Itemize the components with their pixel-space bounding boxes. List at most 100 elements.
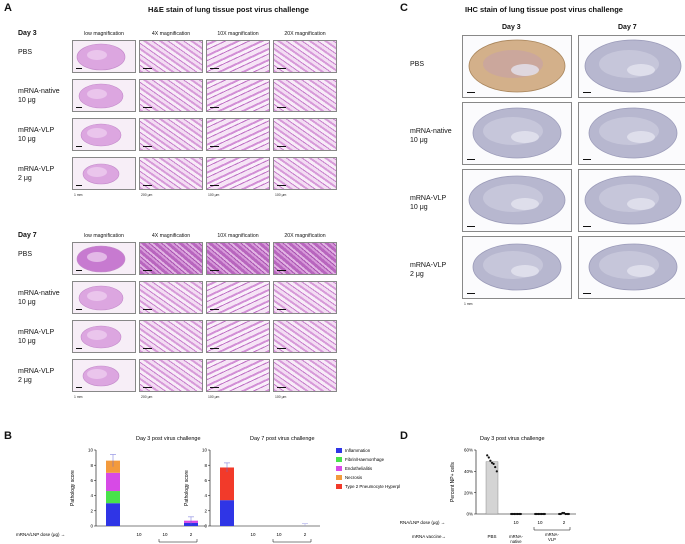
scale-bar bbox=[76, 107, 82, 108]
bar-segment bbox=[220, 500, 234, 526]
column-header-2: 10X magnification bbox=[217, 233, 259, 239]
ihc-lung-section bbox=[584, 39, 682, 93]
scale-bar bbox=[277, 185, 286, 186]
column-header-1: 4X magnification bbox=[151, 233, 191, 239]
data-point bbox=[487, 456, 490, 459]
lung-section-shape bbox=[80, 325, 122, 349]
y-tick-label: 40% bbox=[464, 469, 473, 474]
ihc-image-tile bbox=[578, 236, 685, 299]
data-point bbox=[518, 512, 521, 516]
data-point bbox=[535, 512, 538, 516]
day-label-1: Day 7 bbox=[18, 232, 37, 239]
scale-bar bbox=[210, 387, 219, 388]
scale-label: 200 μm bbox=[141, 395, 153, 399]
y-tick-label: 6 bbox=[204, 478, 207, 483]
scale-bar bbox=[210, 107, 219, 108]
he-image-tile bbox=[273, 157, 337, 190]
scale-label: 100 μm bbox=[275, 193, 287, 197]
ihc-image-tile bbox=[578, 169, 685, 232]
row-label-1: mRNA-native 10 μg bbox=[18, 88, 60, 104]
he-image-tile bbox=[273, 118, 337, 151]
dose-value: 10 bbox=[136, 532, 142, 537]
scale-bar bbox=[76, 146, 82, 147]
scale-bar bbox=[277, 270, 286, 271]
he-image-tile bbox=[139, 281, 203, 314]
ihc-image-tile bbox=[462, 169, 572, 232]
scale-bar bbox=[210, 185, 219, 186]
scale-bar bbox=[210, 270, 219, 271]
chart-title: Day 3 post virus challenge bbox=[136, 436, 201, 442]
lung-section-shape bbox=[78, 83, 124, 109]
bar bbox=[485, 461, 499, 515]
scale-label: 100 μm bbox=[208, 193, 220, 197]
data-point bbox=[494, 465, 497, 469]
lung-section-shape bbox=[76, 43, 126, 71]
panel-letter-a: A bbox=[4, 2, 12, 14]
y-axis-label: Pathology score bbox=[184, 470, 190, 506]
row-label-2: mRNA-VLP 10 μg bbox=[18, 329, 55, 345]
bar-segment bbox=[106, 503, 120, 526]
lung-section-shape bbox=[82, 365, 120, 387]
he-image-tile bbox=[139, 359, 203, 392]
scale-bar bbox=[467, 226, 475, 227]
y-tick-label: 8 bbox=[90, 463, 93, 468]
chart-group: Day 3 post virus challenge Pathology scor… bbox=[70, 436, 206, 529]
y-tick-label: 8 bbox=[204, 463, 207, 468]
he-image-tile bbox=[139, 242, 203, 275]
he-image-tile bbox=[72, 118, 136, 151]
scale-bar bbox=[467, 92, 475, 93]
row-label-1: mRNA-native 10 μg bbox=[18, 290, 60, 306]
panel-c-title: IHC stain of lung tissue post virus chal… bbox=[465, 5, 623, 14]
data-point bbox=[510, 512, 513, 516]
data-point bbox=[562, 511, 566, 515]
scale-bar bbox=[76, 185, 82, 186]
scale-bar bbox=[210, 68, 219, 69]
scale-bar bbox=[143, 107, 152, 108]
scale-label: 200 μm bbox=[141, 193, 153, 197]
scale-bar bbox=[143, 68, 152, 69]
dose-value: 2 bbox=[190, 532, 193, 537]
legend-label: Inflammation bbox=[345, 448, 371, 453]
data-point bbox=[559, 512, 562, 516]
column-header-0: low magnification bbox=[84, 31, 124, 37]
he-image-tile bbox=[206, 79, 270, 112]
vlp-bracket bbox=[272, 539, 312, 543]
vaccine-label: mRNA vaccine→ bbox=[412, 534, 446, 539]
panel-letter-d: D bbox=[400, 430, 408, 442]
data-point bbox=[490, 461, 494, 464]
y-tick-label: 0% bbox=[466, 512, 473, 517]
row-label-3: mRNA-VLP 2 μg bbox=[18, 166, 55, 182]
panel-a-title: H&E stain of lung tissue post virus chal… bbox=[148, 5, 309, 14]
scale-bar bbox=[277, 68, 286, 69]
panel-letter-c: C bbox=[400, 2, 408, 14]
legend-label: Necrosis bbox=[345, 475, 363, 480]
dose-label: mRNA/LNP dose (μg) → bbox=[400, 520, 445, 525]
he-image-tile bbox=[139, 79, 203, 112]
ihc-lung-section bbox=[468, 175, 566, 225]
he-image-tile bbox=[273, 359, 337, 392]
he-image-tile bbox=[72, 40, 136, 73]
he-image-tile bbox=[139, 40, 203, 73]
ihc-lung-section bbox=[588, 107, 678, 159]
he-image-tile bbox=[206, 242, 270, 275]
data-point bbox=[537, 512, 540, 516]
chart-title: Day 3 post virus challenge bbox=[480, 436, 545, 442]
dose-value: 10 bbox=[537, 520, 543, 525]
he-image-tile bbox=[72, 79, 136, 112]
data-point bbox=[495, 470, 498, 473]
ihc-column-header-1: Day 7 bbox=[618, 24, 637, 31]
dose-value: 2 bbox=[563, 520, 566, 525]
y-tick-label: 60% bbox=[464, 448, 473, 453]
y-tick-label: 0 bbox=[90, 524, 93, 529]
y-tick-label: 6 bbox=[90, 478, 93, 483]
dose-value: 10 bbox=[162, 532, 168, 537]
scale-bar bbox=[143, 348, 152, 349]
ihc-image-tile bbox=[462, 102, 572, 165]
scale-bar bbox=[467, 293, 475, 294]
data-point bbox=[492, 462, 495, 465]
ihc-lung-section bbox=[468, 39, 566, 93]
column-header-3: 20X magnification bbox=[284, 233, 326, 239]
ihc-image-tile bbox=[462, 35, 572, 98]
data-point bbox=[486, 454, 489, 457]
scale-bar bbox=[583, 159, 591, 160]
